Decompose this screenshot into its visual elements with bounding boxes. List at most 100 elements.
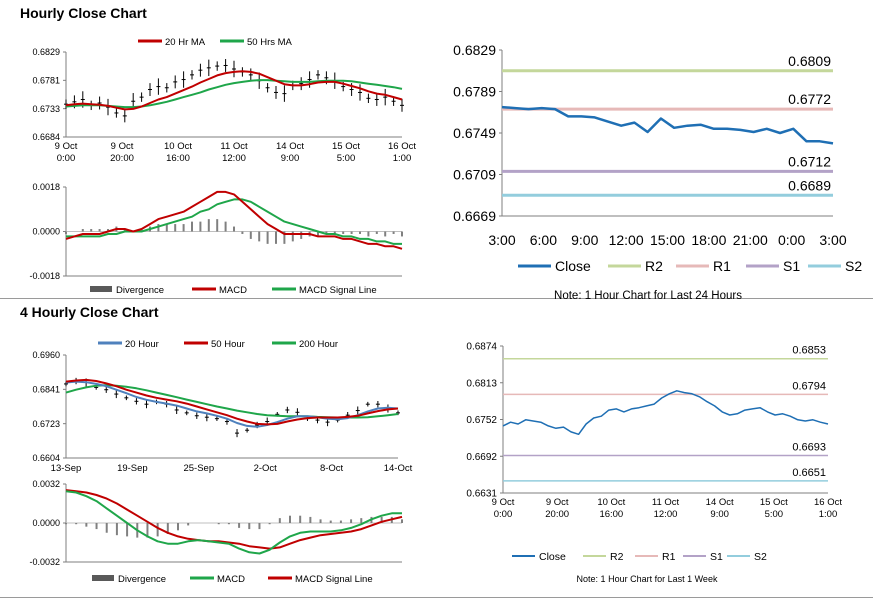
legend-week-r1-label: R1 <box>662 551 676 563</box>
hourly-price-y-tick-label: 0.6733 <box>32 104 60 114</box>
week-close-x-tick-date: 16 Oct <box>814 497 842 508</box>
legend-day-r2-label: R2 <box>645 258 663 274</box>
four-macd-y-tick-label: -0.0032 <box>29 557 60 567</box>
hourly-price-x-tick-time: 9:00 <box>281 153 300 164</box>
week-close-x-tick-time: 20:00 <box>545 509 569 520</box>
four-ma20-line <box>65 380 399 428</box>
day-level-r2-label: 0.6809 <box>788 53 831 69</box>
four-hourly-section-title: 4 Hourly Close Chart <box>20 304 159 320</box>
week-close-x-tick-time: 5:00 <box>765 509 784 520</box>
week-close-x-tick-date: 11 Oct <box>652 497 680 508</box>
legend-week-close-label: Close <box>539 551 566 563</box>
week-close-y-tick-label: 0.6631 <box>466 489 497 500</box>
four-price-y-tick-label: 0.6960 <box>32 350 60 360</box>
section-divider <box>0 298 873 299</box>
hourly-price-x-tick-date: 10 Oct <box>164 141 192 152</box>
week-close-x-tick-time: 1:00 <box>819 509 838 520</box>
four-price-y-tick-label: 0.6841 <box>32 384 60 394</box>
week-close-x-tick-date: 9 Oct <box>492 497 515 508</box>
hourly-price-x-tick-date: 14 Oct <box>276 141 304 152</box>
legend-week-r2-label: R2 <box>610 551 624 563</box>
legend-day-close-label: Close <box>555 258 591 274</box>
week-close-y-tick-label: 0.6874 <box>466 342 497 353</box>
legend-four-divergence-label: Divergence <box>118 574 166 585</box>
four-price-y-tick-label: 0.6604 <box>32 453 60 463</box>
week-close-x-tick-date: 10 Oct <box>597 497 625 508</box>
week-close-x-tick-date: 9 Oct <box>546 497 569 508</box>
week-level-r2-label: 0.6853 <box>792 345 826 357</box>
four-price-x-tick-label: 14-Oct <box>384 463 413 474</box>
legend-week-s1-label: S1 <box>710 551 723 563</box>
hourly-price-x-tick-date: 15 Oct <box>332 141 360 152</box>
week-level-s1-label: 0.6693 <box>792 441 826 453</box>
day-close-x-tick-label: 6:00 <box>530 232 557 248</box>
hourly-price-y-tick-label: 0.6781 <box>32 75 60 85</box>
hourly-section-title: Hourly Close Chart <box>20 5 147 21</box>
day-close-y-tick-label: 0.6749 <box>453 125 496 141</box>
four-macd-signal-line <box>65 489 403 550</box>
week-close-line <box>502 390 829 436</box>
week-close-x-tick-time: 9:00 <box>710 509 729 520</box>
hourly-ma50-line <box>65 79 403 109</box>
hourly-price-x-tick-time: 20:00 <box>110 153 134 164</box>
legend-200-hour-label: 200 Hour <box>299 339 338 350</box>
day-close-x-tick-label: 0:00 <box>778 232 805 248</box>
hourly-price-x-tick-time: 16:00 <box>166 153 190 164</box>
four-macd-y-tick-label: 0.0032 <box>32 479 60 489</box>
hourly-price-x-tick-time: 1:00 <box>393 153 412 164</box>
hourly-price-x-tick-date: 16 Oct <box>388 141 416 152</box>
week-close-x-tick-time: 16:00 <box>599 509 623 520</box>
hourly-macd-y-tick-label: 0.0000 <box>32 227 60 237</box>
hourly-macd-y-tick-label: -0.0018 <box>29 271 60 281</box>
legend-hourly-macd-signal-label: MACD Signal Line <box>299 285 377 296</box>
legend-hourly-divergence-label: Divergence <box>116 285 164 296</box>
legend-week-s2-label: S2 <box>754 551 767 563</box>
legend-hourly-divergence-swatch <box>90 286 112 292</box>
week-close-x-tick-date: 14 Oct <box>706 497 734 508</box>
day-level-s2-label: 0.6689 <box>788 177 831 193</box>
day-level-s1-label: 0.6712 <box>788 153 831 169</box>
hourly-price-x-tick-date: 9 Oct <box>55 141 78 152</box>
legend-hourly-macd-label: MACD <box>219 285 247 296</box>
hourly-macd-y-tick-label: 0.0018 <box>32 182 60 192</box>
hourly-price-y-tick-label: 0.6829 <box>32 47 60 57</box>
hourly-macd-line <box>65 190 403 250</box>
four-macd-line <box>65 490 402 555</box>
day-close-x-tick-label: 3:00 <box>819 232 846 248</box>
day-close-x-tick-label: 21:00 <box>733 232 768 248</box>
hourly-ma20-line <box>65 70 403 111</box>
day-close-y-tick-label: 0.6709 <box>453 166 496 182</box>
week-level-r1-label: 0.6794 <box>792 380 826 392</box>
hourly-price-x-tick-date: 11 Oct <box>220 141 248 152</box>
legend-four-macd-label: MACD <box>217 574 245 585</box>
bottom-divider <box>0 597 873 598</box>
hourly-price-x-tick-time: 5:00 <box>337 153 356 164</box>
day-close-y-tick-label: 0.6789 <box>453 83 496 99</box>
four-price-x-tick-label: 25-Sep <box>183 463 214 474</box>
four-price-x-tick-label: 2-Oct <box>254 463 278 474</box>
hourly-macd-signal-line <box>66 198 402 245</box>
day-close-x-tick-label: 3:00 <box>488 232 515 248</box>
legend-day-s1-label: S1 <box>783 258 800 274</box>
week-level-s2-label: 0.6651 <box>792 467 826 479</box>
legend-four-divergence-swatch <box>92 575 114 581</box>
week-close-x-tick-time: 12:00 <box>654 509 678 520</box>
four-price-y-tick-label: 0.6723 <box>32 419 60 429</box>
hourly-price-x-tick-time: 12:00 <box>222 153 246 164</box>
four-price-x-tick-label: 8-Oct <box>320 463 344 474</box>
week-chart-note: Note: 1 Hour Chart for Last 1 Week <box>577 574 718 584</box>
week-close-y-tick-label: 0.6813 <box>466 378 497 389</box>
legend-day-r1-label: R1 <box>713 258 731 274</box>
legend-20hr-ma-label: 20 Hr MA <box>165 37 206 48</box>
four-price-x-tick-label: 13-Sep <box>51 463 82 474</box>
legend-50-hour-label: 50 Hour <box>211 339 245 350</box>
day-close-x-tick-label: 18:00 <box>691 232 726 248</box>
day-close-x-tick-label: 9:00 <box>571 232 598 248</box>
day-close-line <box>501 105 834 145</box>
legend-20-hour-label: 20 Hour <box>125 339 159 350</box>
day-close-y-tick-label: 0.6829 <box>453 42 496 58</box>
hourly-price-x-tick-time: 0:00 <box>57 153 76 164</box>
week-close-x-tick-time: 0:00 <box>494 509 513 520</box>
legend-day-s2-label: S2 <box>845 258 862 274</box>
